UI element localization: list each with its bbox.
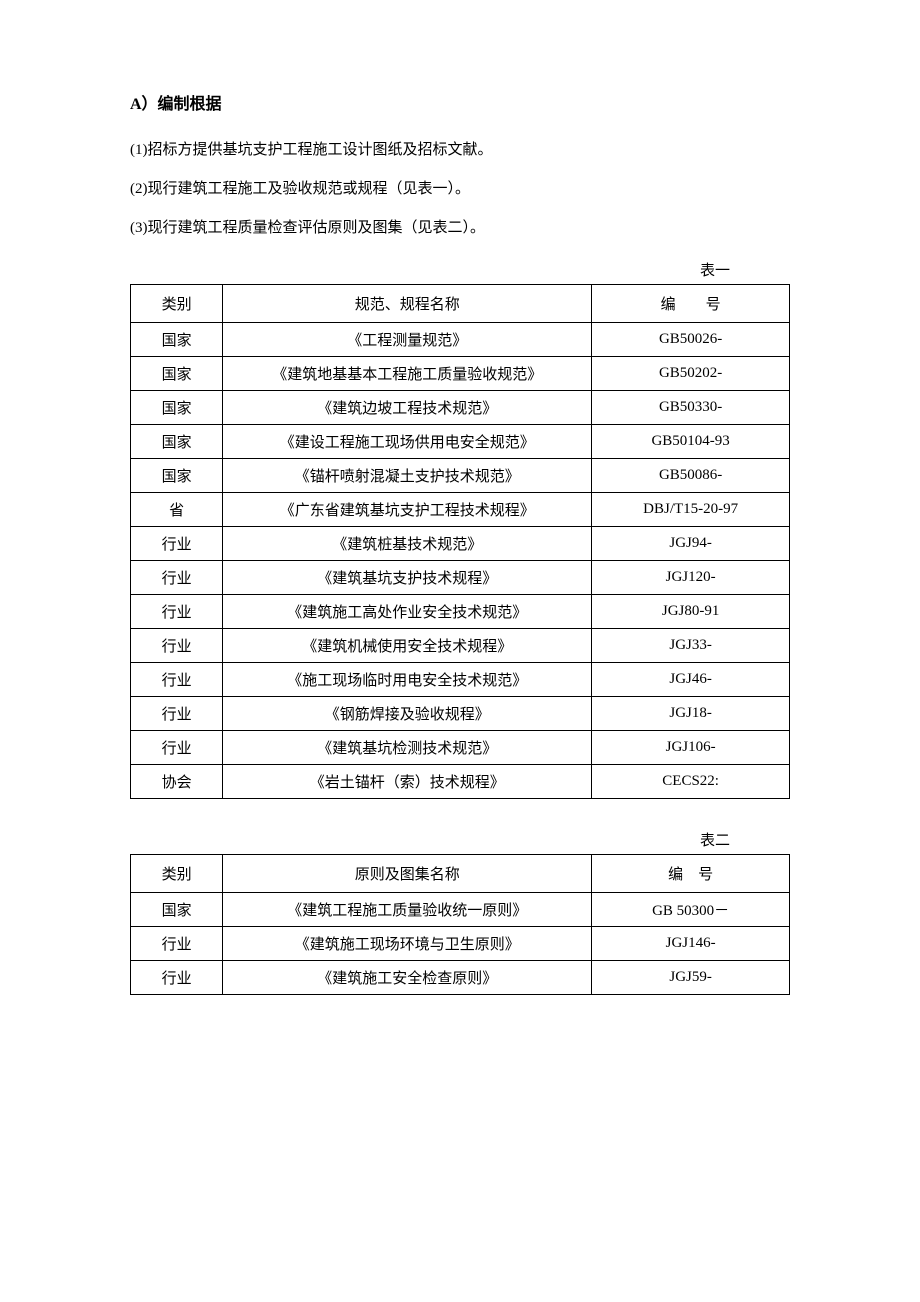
cell-code: JGJ33- bbox=[592, 629, 790, 663]
cell-name: 《建设工程施工现场供用电安全规范》 bbox=[223, 425, 592, 459]
cell-name: 《锚杆喷射混凝土支护技术规范》 bbox=[223, 459, 592, 493]
cell-category: 行业 bbox=[131, 731, 223, 765]
cell-category: 行业 bbox=[131, 561, 223, 595]
table1-header-name: 规范、规程名称 bbox=[223, 285, 592, 323]
table2: 类别 原则及图集名称 编 号 国家《建筑工程施工质量验收统一原则》GB 5030… bbox=[130, 854, 790, 995]
cell-category: 行业 bbox=[131, 663, 223, 697]
cell-code: GB50330- bbox=[592, 391, 790, 425]
table-row: 国家《工程测量规范》GB50026- bbox=[131, 323, 790, 357]
cell-name: 《建筑施工现场环境与卫生原则》 bbox=[223, 927, 592, 961]
cell-name: 《建筑边坡工程技术规范》 bbox=[223, 391, 592, 425]
cell-name: 《岩土锚杆（索）技术规程》 bbox=[223, 765, 592, 799]
table-row: 行业《建筑施工安全检查原则》JGJ59- bbox=[131, 961, 790, 995]
cell-category: 国家 bbox=[131, 391, 223, 425]
cell-code: GB50026- bbox=[592, 323, 790, 357]
table-row: 国家《建设工程施工现场供用电安全规范》GB50104-93 bbox=[131, 425, 790, 459]
cell-name: 《施工现场临时用电安全技术规范》 bbox=[223, 663, 592, 697]
table1-label: 表一 bbox=[130, 259, 790, 280]
cell-name: 《建筑基坑检测技术规范》 bbox=[223, 731, 592, 765]
table2-header-code: 编 号 bbox=[592, 855, 790, 893]
cell-category: 行业 bbox=[131, 961, 223, 995]
table-row: 行业《建筑施工高处作业安全技术规范》JGJ80-91 bbox=[131, 595, 790, 629]
cell-category: 行业 bbox=[131, 927, 223, 961]
table-row: 省《广东省建筑基坑支护工程技术规程》DBJ/T15-20-97 bbox=[131, 493, 790, 527]
table2-header-row: 类别 原则及图集名称 编 号 bbox=[131, 855, 790, 893]
table-row: 行业《施工现场临时用电安全技术规范》JGJ46- bbox=[131, 663, 790, 697]
table1: 类别 规范、规程名称 编 号 国家《工程测量规范》GB50026-国家《建筑地基… bbox=[130, 284, 790, 799]
table-row: 行业《建筑基坑检测技术规范》JGJ106- bbox=[131, 731, 790, 765]
table-row: 行业《钢筋焊接及验收规程》JGJ18- bbox=[131, 697, 790, 731]
cell-code: JGJ59- bbox=[592, 961, 790, 995]
cell-code: JGJ106- bbox=[592, 731, 790, 765]
cell-name: 《工程测量规范》 bbox=[223, 323, 592, 357]
point-3: (3)现行建筑工程质量检查评估原则及图集（见表二）。 bbox=[130, 212, 790, 245]
cell-code: JGJ18- bbox=[592, 697, 790, 731]
cell-name: 《建筑地基基本工程施工质量验收规范》 bbox=[223, 357, 592, 391]
cell-code: JGJ46- bbox=[592, 663, 790, 697]
point-1: (1)招标方提供基坑支护工程施工设计图纸及招标文献。 bbox=[130, 134, 790, 167]
table2-body: 国家《建筑工程施工质量验收统一原则》GB 50300－行业《建筑施工现场环境与卫… bbox=[131, 893, 790, 995]
table-row: 国家《建筑工程施工质量验收统一原则》GB 50300－ bbox=[131, 893, 790, 927]
table2-header-name: 原则及图集名称 bbox=[223, 855, 592, 893]
cell-name: 《钢筋焊接及验收规程》 bbox=[223, 697, 592, 731]
section-heading: A）编制根据 bbox=[130, 90, 790, 114]
cell-category: 行业 bbox=[131, 697, 223, 731]
table-row: 行业《建筑机械使用安全技术规程》JGJ33- bbox=[131, 629, 790, 663]
cell-code: GB50104-93 bbox=[592, 425, 790, 459]
cell-code: JGJ80-91 bbox=[592, 595, 790, 629]
cell-code: JGJ120- bbox=[592, 561, 790, 595]
cell-category: 国家 bbox=[131, 323, 223, 357]
cell-code: GB50086- bbox=[592, 459, 790, 493]
cell-code: GB50202- bbox=[592, 357, 790, 391]
cell-name: 《广东省建筑基坑支护工程技术规程》 bbox=[223, 493, 592, 527]
cell-category: 国家 bbox=[131, 425, 223, 459]
point-2: (2)现行建筑工程施工及验收规范或规程（见表一）。 bbox=[130, 173, 790, 206]
cell-category: 国家 bbox=[131, 357, 223, 391]
table1-header-category: 类别 bbox=[131, 285, 223, 323]
cell-category: 行业 bbox=[131, 595, 223, 629]
cell-name: 《建筑工程施工质量验收统一原则》 bbox=[223, 893, 592, 927]
cell-code: JGJ146- bbox=[592, 927, 790, 961]
table-row: 行业《建筑桩基技术规范》JGJ94- bbox=[131, 527, 790, 561]
cell-name: 《建筑施工高处作业安全技术规范》 bbox=[223, 595, 592, 629]
table-row: 行业《建筑基坑支护技术规程》JGJ120- bbox=[131, 561, 790, 595]
table-row: 行业《建筑施工现场环境与卫生原则》JGJ146- bbox=[131, 927, 790, 961]
cell-category: 行业 bbox=[131, 629, 223, 663]
table-row: 国家《建筑地基基本工程施工质量验收规范》GB50202- bbox=[131, 357, 790, 391]
cell-name: 《建筑基坑支护技术规程》 bbox=[223, 561, 592, 595]
cell-name: 《建筑施工安全检查原则》 bbox=[223, 961, 592, 995]
table-row: 协会《岩土锚杆（索）技术规程》CECS22: bbox=[131, 765, 790, 799]
cell-category: 协会 bbox=[131, 765, 223, 799]
cell-code: DBJ/T15-20-97 bbox=[592, 493, 790, 527]
cell-category: 行业 bbox=[131, 527, 223, 561]
cell-code: CECS22: bbox=[592, 765, 790, 799]
cell-category: 国家 bbox=[131, 459, 223, 493]
cell-name: 《建筑机械使用安全技术规程》 bbox=[223, 629, 592, 663]
table-row: 国家《锚杆喷射混凝土支护技术规范》GB50086- bbox=[131, 459, 790, 493]
cell-code: JGJ94- bbox=[592, 527, 790, 561]
table2-label: 表二 bbox=[130, 829, 790, 850]
table-row: 国家《建筑边坡工程技术规范》GB50330- bbox=[131, 391, 790, 425]
table2-header-category: 类别 bbox=[131, 855, 223, 893]
table1-header-code: 编 号 bbox=[592, 285, 790, 323]
table1-header-row: 类别 规范、规程名称 编 号 bbox=[131, 285, 790, 323]
cell-code: GB 50300－ bbox=[592, 893, 790, 927]
table1-body: 国家《工程测量规范》GB50026-国家《建筑地基基本工程施工质量验收规范》GB… bbox=[131, 323, 790, 799]
cell-name: 《建筑桩基技术规范》 bbox=[223, 527, 592, 561]
cell-category: 国家 bbox=[131, 893, 223, 927]
cell-category: 省 bbox=[131, 493, 223, 527]
